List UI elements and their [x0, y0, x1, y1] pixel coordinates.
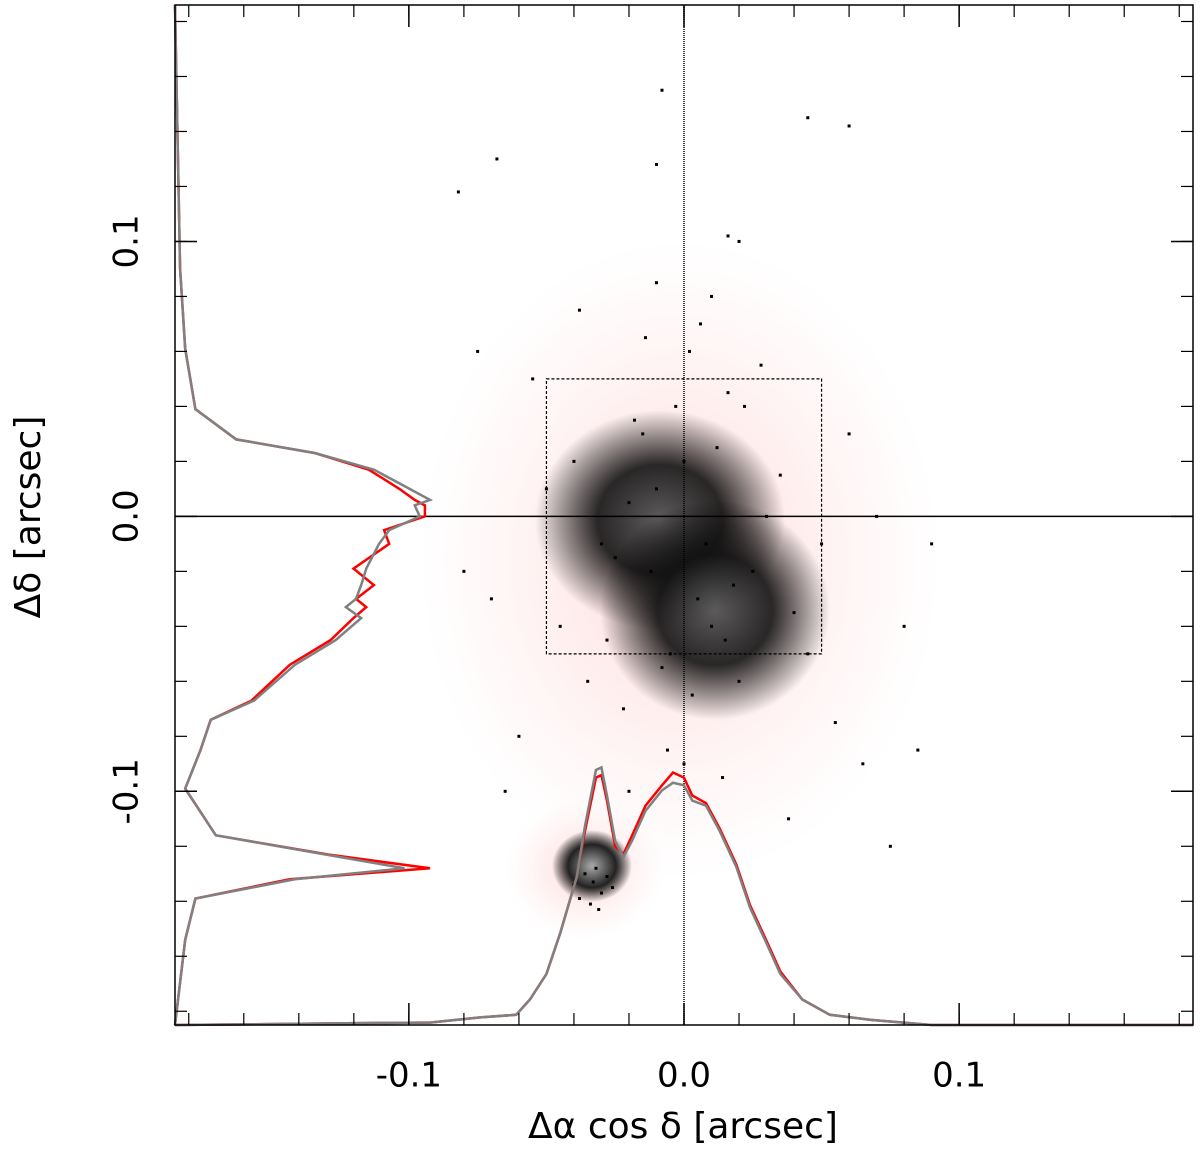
point [726, 234, 730, 238]
x-axis-label: Δα cos δ [arcsec] [528, 1106, 838, 1147]
point [806, 652, 810, 656]
point [820, 542, 824, 546]
point [723, 638, 727, 642]
point [787, 817, 791, 821]
point [577, 897, 581, 901]
point [888, 844, 892, 848]
point [674, 404, 678, 408]
point [572, 459, 576, 463]
point [732, 583, 736, 587]
point [627, 501, 631, 505]
point [654, 162, 658, 166]
point [682, 762, 686, 766]
point [699, 322, 703, 326]
point [721, 776, 725, 780]
point [847, 432, 851, 436]
point [806, 116, 810, 120]
point [544, 487, 548, 491]
point [649, 569, 653, 573]
point [599, 542, 603, 546]
point [654, 487, 658, 491]
point [517, 734, 521, 738]
y-tick-label: 0.1 [107, 214, 147, 268]
point [621, 707, 625, 711]
x-tick-label: 0.0 [657, 1056, 711, 1096]
point [737, 239, 741, 243]
point [599, 891, 603, 895]
point [660, 88, 664, 92]
y-axis-label: Δδ [arcsec] [8, 416, 49, 619]
point [613, 556, 617, 560]
point [902, 624, 906, 628]
point [682, 459, 686, 463]
point [558, 624, 562, 628]
point [737, 679, 741, 683]
point [696, 597, 700, 601]
point [577, 308, 581, 312]
point [792, 611, 796, 615]
point [462, 569, 466, 573]
y-profile [173, 4, 431, 1026]
point [715, 446, 719, 450]
point [690, 693, 694, 697]
point [591, 880, 595, 884]
point [583, 872, 587, 876]
point [759, 363, 763, 367]
x-tick-label: -0.1 [376, 1056, 442, 1096]
point [751, 569, 755, 573]
point [632, 418, 636, 422]
point [588, 902, 592, 906]
point [704, 542, 708, 546]
point [654, 281, 658, 285]
point [861, 762, 865, 766]
point [643, 336, 647, 340]
point [710, 624, 714, 628]
point [778, 473, 782, 477]
y-profile [173, 4, 434, 1026]
point [489, 597, 493, 601]
point [495, 157, 499, 161]
point [660, 666, 664, 670]
point [833, 721, 837, 725]
point [503, 789, 507, 793]
selection-box [545, 378, 823, 655]
point [665, 748, 669, 752]
point [594, 866, 598, 870]
point [605, 875, 609, 879]
point [710, 294, 714, 298]
x-tick-label: 0.1 [932, 1056, 986, 1096]
point [930, 542, 934, 546]
point [688, 349, 692, 353]
point [456, 190, 460, 194]
point [765, 514, 769, 518]
x-profile [174, 765, 1193, 1027]
point [586, 679, 590, 683]
point [875, 514, 879, 518]
point [597, 908, 601, 912]
point [916, 748, 920, 752]
point [743, 404, 747, 408]
point [641, 432, 645, 436]
density-decoration [420, 240, 940, 940]
point [847, 124, 851, 128]
point [476, 349, 480, 353]
y-tick-label: 0.0 [107, 489, 147, 543]
point [605, 638, 609, 642]
point [668, 652, 672, 656]
point [610, 886, 614, 890]
point [531, 377, 535, 381]
point [627, 789, 631, 793]
y-tick-label: -0.1 [107, 758, 147, 824]
point [726, 391, 730, 395]
